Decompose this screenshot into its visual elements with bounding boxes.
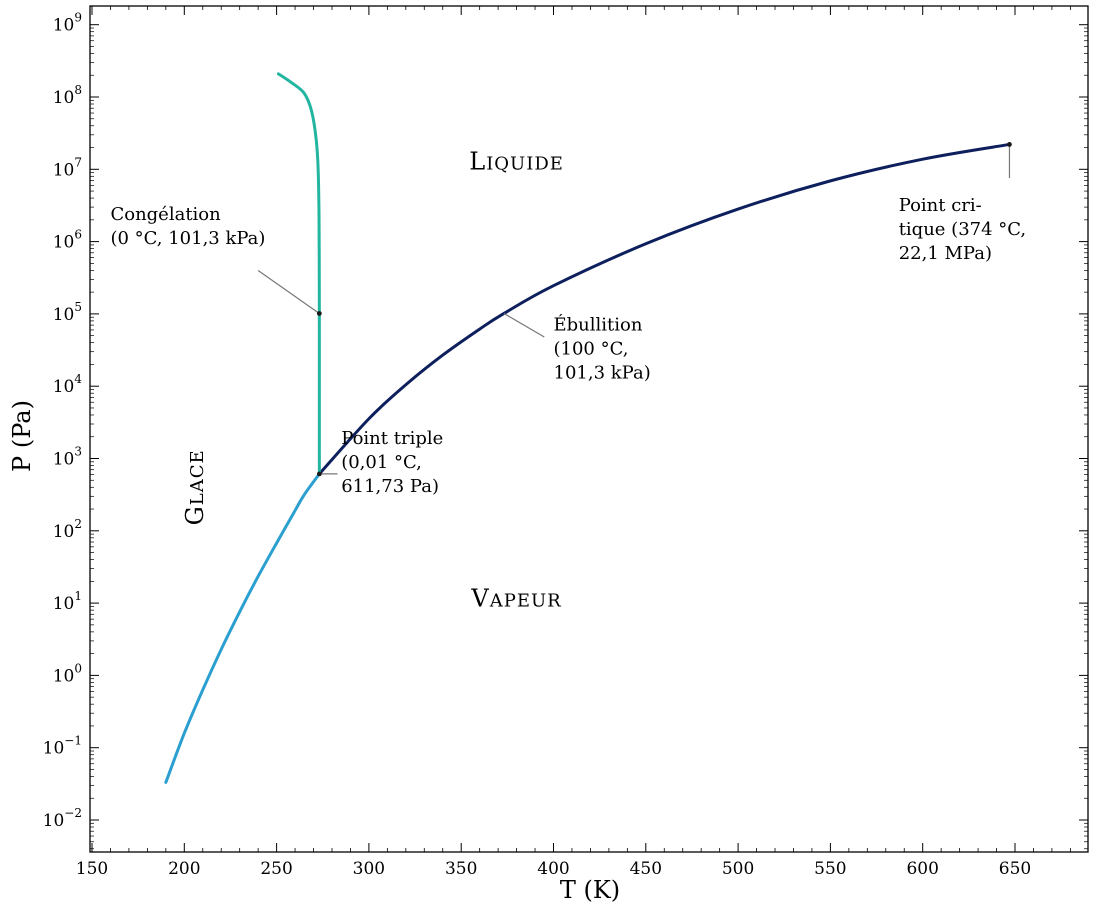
x-tick-label: 150 <box>76 859 108 879</box>
y-tick-label: 100 <box>53 661 82 686</box>
x-tick-label: 250 <box>260 859 292 879</box>
y-tick-label: 101 <box>53 589 82 614</box>
x-tick-label: 300 <box>353 859 385 879</box>
y-tick-label: 102 <box>53 517 82 542</box>
data-markers <box>316 142 1012 477</box>
fusion-curve <box>276 72 321 476</box>
region-labels: LIQUIDE VAPEUR GLACE <box>181 147 564 613</box>
x-tick-label: 500 <box>722 859 754 879</box>
y-tick-label: 109 <box>53 11 82 36</box>
region-vapeur: VAPEUR <box>470 585 561 613</box>
y-tick-label: 10−1 <box>43 734 82 759</box>
region-glace: GLACE <box>181 449 209 525</box>
axis-ticks <box>90 6 1088 852</box>
sublimation-curve <box>164 472 321 784</box>
x-tick-label: 550 <box>814 859 846 879</box>
y-tick-label: 105 <box>53 300 82 325</box>
x-tick-label: 400 <box>537 859 569 879</box>
x-tick-label: 650 <box>999 859 1031 879</box>
plot-border <box>89 5 1089 853</box>
y-tick-label: 103 <box>53 445 82 470</box>
vaporization-curve <box>317 142 1011 476</box>
annotation-point-critique: Point cri-tique (374 °C, 22,1 MPa) <box>899 195 1026 264</box>
annotation-leader-lines <box>257 144 1011 475</box>
x-tick-label: 350 <box>445 859 477 879</box>
region-liquide: LIQUIDE <box>469 147 564 175</box>
x-tick-label: 600 <box>906 859 938 879</box>
leader-line <box>503 312 545 338</box>
y-tick-label: 106 <box>53 228 82 253</box>
y-tick-label: 108 <box>53 83 82 108</box>
y-tick-label: 107 <box>53 155 82 180</box>
x-tick-label: 200 <box>168 859 200 879</box>
annotation-ebullition: Ébullition (100 °C, 101,3 kPa) <box>554 313 651 384</box>
y-tick-label: 10−2 <box>43 806 82 831</box>
tick-labels: 150 200 250 300 350 400 450 500 550 600 650 10−2 10−… <box>43 11 1032 879</box>
leader-line <box>257 270 320 314</box>
annotations: Congélation (0 °C, 101,3 kPa) Point triple… <box>110 195 1026 497</box>
plot-frame <box>89 5 1089 853</box>
y-axis-label: P (Pa) <box>8 400 36 472</box>
data-point-marker <box>316 311 322 316</box>
annotation-point-triple: Point triple (0,01 °C, 611,73 Pa) <box>341 428 443 497</box>
data-point-marker <box>316 471 322 477</box>
x-axis-label: T (K) <box>560 876 620 904</box>
data-series <box>164 72 1011 784</box>
y-tick-label: 104 <box>53 372 83 397</box>
annotation-congelation: Congélation (0 °C, 101,3 kPa) <box>110 204 265 249</box>
data-point-marker <box>1007 142 1012 147</box>
x-tick-label: 450 <box>630 859 662 879</box>
